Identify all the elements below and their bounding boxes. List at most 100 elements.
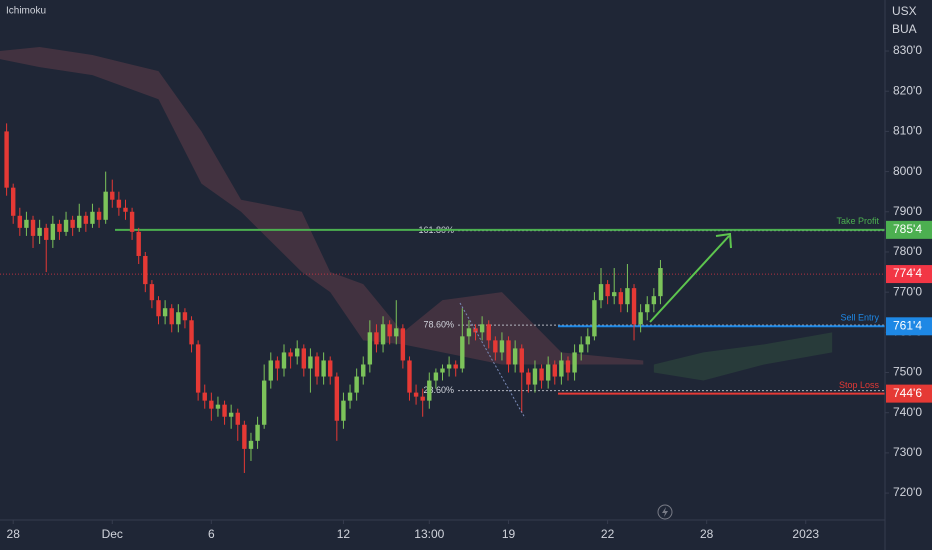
- candle-body: [261, 380, 267, 425]
- candle-body: [618, 292, 624, 305]
- candle-body: [149, 284, 155, 301]
- candle-body: [413, 392, 419, 397]
- candle-body: [578, 344, 584, 353]
- candle-body: [539, 368, 544, 381]
- candle-body: [57, 223, 62, 232]
- candle-body: [50, 223, 56, 240]
- candle-body: [506, 340, 511, 365]
- axis-layer: 830'0820'0810'0800'0790'0780'0770'0760'0…: [7, 43, 932, 541]
- candle-body: [255, 424, 260, 441]
- candle-body: [44, 227, 49, 240]
- price-badge-label: 761'4: [893, 318, 922, 332]
- candle-body: [281, 352, 287, 369]
- cloud-layer: [0, 47, 833, 381]
- trade-level-name: Sell Entry: [840, 313, 879, 323]
- axis-header: BUA: [892, 22, 917, 36]
- candle-body: [83, 215, 89, 224]
- candle-body: [129, 211, 135, 232]
- candle-body: [427, 380, 432, 401]
- y-tick-label: 780'0: [893, 244, 922, 258]
- price-badge-label: 785'4: [893, 222, 922, 236]
- candle-body: [162, 308, 168, 317]
- candle-body: [77, 215, 82, 228]
- candle-body: [526, 372, 531, 385]
- candle-body: [585, 336, 590, 345]
- candle-body: [598, 284, 604, 301]
- candle-body: [605, 284, 610, 297]
- y-tick-label: 820'0: [893, 83, 922, 97]
- candle-body: [486, 324, 491, 341]
- arrow-shaft: [649, 235, 730, 323]
- candle-body: [182, 312, 188, 321]
- axis-header: USX: [892, 4, 917, 18]
- fib-label: 78.60%: [423, 319, 454, 329]
- lightning-icon: [657, 504, 673, 520]
- candle-body: [380, 324, 386, 345]
- candle-body: [268, 360, 273, 381]
- price-badge-label: 744'6: [893, 386, 922, 400]
- y-tick-label: 770'0: [893, 284, 922, 298]
- candle-body: [592, 300, 597, 337]
- candle-body: [242, 424, 247, 449]
- candle-body: [37, 227, 42, 236]
- y-tick-label: 720'0: [893, 485, 922, 499]
- candle-body: [367, 332, 373, 365]
- candle-body: [519, 348, 524, 373]
- candle-body: [24, 219, 29, 228]
- candle-body: [136, 231, 141, 256]
- candle-body: [460, 336, 465, 369]
- candle-body: [559, 360, 564, 377]
- candle-body: [572, 352, 577, 373]
- candle-body: [222, 404, 227, 417]
- candle-body: [11, 187, 16, 216]
- candle-body: [215, 404, 221, 409]
- y-tick-label: 830'0: [893, 43, 922, 57]
- candle-body: [341, 400, 346, 421]
- candle-body: [466, 328, 472, 337]
- candle-body: [420, 396, 425, 401]
- candle-layer: [4, 123, 663, 473]
- y-tick-label: 750'0: [893, 365, 922, 379]
- x-tick-label: 12: [337, 527, 351, 541]
- y-tick-label: 740'0: [893, 405, 922, 419]
- icon-bolt: [662, 507, 668, 517]
- candle-body: [189, 320, 194, 345]
- candle-body: [631, 288, 637, 325]
- candle-body: [202, 392, 207, 401]
- candle-body: [658, 268, 663, 297]
- candle-body: [195, 344, 201, 393]
- candle-body: [169, 308, 174, 325]
- candle-body: [248, 440, 254, 449]
- y-tick-label: 730'0: [893, 445, 922, 459]
- price-badge: [886, 384, 932, 403]
- x-tick-label: 19: [502, 527, 516, 541]
- candle-body: [453, 364, 458, 369]
- price-badge-label: 774'4: [893, 266, 922, 280]
- x-tick-label: Dec: [102, 527, 123, 541]
- candle-body: [235, 412, 240, 425]
- x-tick-label: 6: [208, 527, 215, 541]
- candle-body: [110, 191, 115, 200]
- target-arrow: [649, 232, 732, 323]
- price-badge: [886, 265, 932, 284]
- candle-body: [651, 296, 657, 305]
- y-tick-label: 810'0: [893, 124, 922, 138]
- price-badge: [886, 317, 932, 336]
- x-tick-label: 22: [601, 527, 615, 541]
- ichimoku-cloud: [653, 332, 833, 381]
- candle-body: [400, 328, 406, 361]
- candle-body: [116, 199, 122, 208]
- candle-body: [156, 300, 161, 317]
- candle-body: [17, 215, 23, 228]
- fib-label: 23.60%: [423, 385, 454, 395]
- candle-body: [387, 324, 392, 337]
- candle-body: [143, 255, 148, 285]
- indicator-title: Ichimoku: [6, 6, 46, 17]
- candle-body: [532, 368, 538, 385]
- candle-body: [328, 360, 333, 377]
- candle-body: [314, 356, 320, 377]
- candle-body: [30, 219, 36, 236]
